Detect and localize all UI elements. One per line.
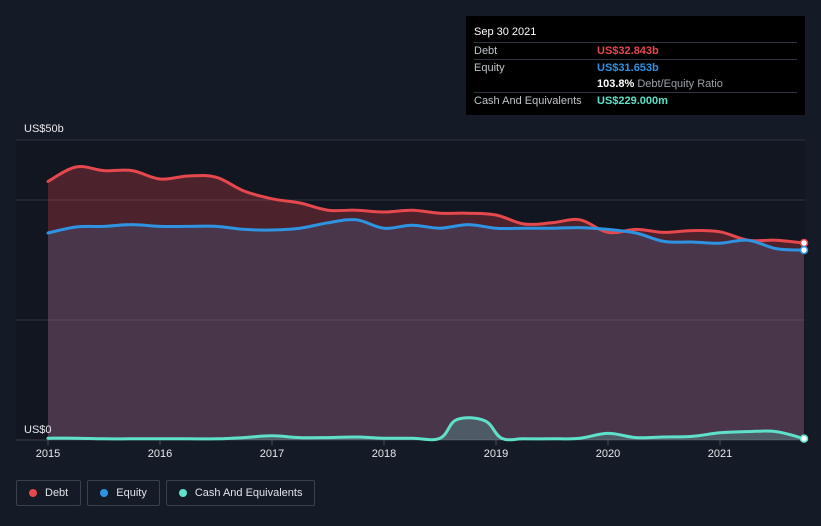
series-lines [46,165,806,442]
legend-dot-cash [178,489,187,497]
x-tick-label: 2020 [596,448,620,460]
x-tick-label: 2018 [372,448,396,460]
x-tick-label: 2015 [36,448,60,460]
legend-label-cash: Cash And Equivalents [194,487,303,499]
legend-label-equity: Equity [116,487,147,499]
plot-background [16,140,805,440]
area-equity [48,219,804,440]
legend-label-debt: Debt [45,487,69,499]
legend-item-equity[interactable]: Equity [87,480,160,506]
end-marker-equity [799,245,809,255]
area-debt [48,166,804,440]
end-marker-cash-and-equivalents [799,434,809,443]
y-axis-top-label: US$50b [24,123,64,135]
legend-item-debt[interactable]: Debt [16,480,82,506]
line-cash-and-equivalents [46,416,806,442]
tooltip-row-ratio: 103.8% Debt/Equity Ratio [474,76,797,92]
x-tick-label: 2016 [148,448,172,460]
end-marker-debt [799,238,809,248]
tooltip-date: Sep 30 2021 [474,26,537,38]
tooltip-equity-label: Equity [474,62,505,74]
legend-item-cash[interactable]: Cash And Equivalents [165,480,316,506]
tooltip-equity-value: US$31.653b [597,62,659,74]
series-areas [48,166,804,440]
x-tick-label: 2017 [260,448,284,460]
legend-dot-debt [29,489,37,497]
end-markers [799,238,809,443]
x-tick-label: 2019 [484,448,508,460]
tooltip-ratio-value: 103.8% [597,78,635,90]
y-axis-bottom-label: US$0 [24,424,52,436]
line-equity [46,218,806,252]
tooltip-row-equity: Equity US$31.653b [474,59,797,76]
tooltip-debt-value: US$32.843b [597,45,659,57]
legend-dot-equity [100,489,109,497]
tooltip-ratio-label: Debt/Equity Ratio [637,78,723,90]
line-debt [46,165,806,245]
tooltip-cash-value: US$229.000m [597,95,668,107]
tooltip-row-cash: Cash And Equivalents US$229.000m [474,92,797,109]
tooltip: Sep 30 2021 Debt US$32.843b Equity US$31… [466,16,805,115]
tooltip-row-debt: Debt US$32.843b [474,42,797,59]
x-tick-label: 2021 [708,448,732,460]
x-axis-ticks: 2015 2016 2017 2018 2019 2020 2021 [36,440,732,460]
tooltip-debt-label: Debt [474,45,498,57]
legend: Debt Equity Cash And Equivalents [16,480,316,506]
tooltip-cash-label: Cash And Equivalents [474,95,582,107]
